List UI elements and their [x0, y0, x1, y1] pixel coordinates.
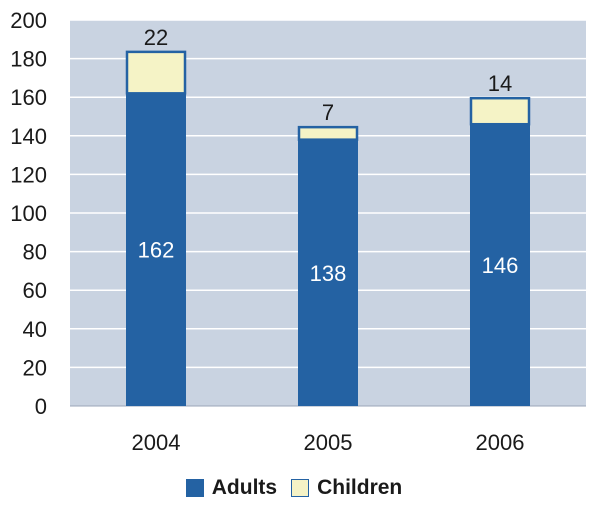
y-tick-label: 40: [23, 317, 47, 342]
data-label-children-2006: 14: [488, 71, 512, 96]
y-tick-label: 20: [23, 355, 47, 380]
bar-adults-2006: [470, 124, 530, 406]
y-tick-label: 100: [10, 201, 47, 226]
y-tick-label: 140: [10, 124, 47, 149]
legend-item-adults: Adults: [185, 476, 278, 500]
x-tick-label: 2004: [132, 430, 181, 455]
y-tick-label: 200: [10, 8, 47, 33]
legend-swatch-children: [291, 479, 310, 497]
x-tick-label: 2006: [476, 430, 525, 455]
data-label-children-2005: 7: [322, 100, 334, 125]
y-tick-label: 60: [23, 278, 47, 303]
data-label-adults-2006: 146: [482, 253, 519, 278]
y-tick-label: 0: [35, 394, 47, 419]
data-label-adults-2004: 162: [138, 238, 175, 263]
bar-adults-2005: [298, 139, 358, 406]
stacked-bar-chart: 0 20 40 60 80 100 120 140 160 180 200 162 22 138 7 146…: [10, 8, 586, 455]
x-tick-label: 2005: [304, 430, 353, 455]
legend: Adults Children: [0, 476, 594, 500]
bar-children-2005: [297, 125, 359, 141]
bar-adults-2004: [126, 93, 186, 406]
data-label-adults-2005: 138: [310, 261, 347, 286]
bar-children-2006: [469, 96, 531, 126]
legend-label-children: Children: [317, 476, 403, 499]
data-label-children-2004: 22: [144, 25, 168, 50]
y-tick-label: 120: [10, 162, 47, 187]
legend-swatch-adults: [185, 479, 204, 497]
bars: 162 22 138 7 146 14: [125, 25, 531, 406]
y-tick-label: 80: [23, 240, 47, 265]
legend-label-adults: Adults: [211, 476, 278, 499]
y-tick-label: 180: [10, 47, 47, 72]
legend-item-children: Children: [291, 476, 402, 500]
x-axis: 2004 2005 2006: [132, 430, 525, 455]
y-tick-label: 160: [10, 85, 47, 110]
bar-children-2004: [125, 50, 187, 95]
